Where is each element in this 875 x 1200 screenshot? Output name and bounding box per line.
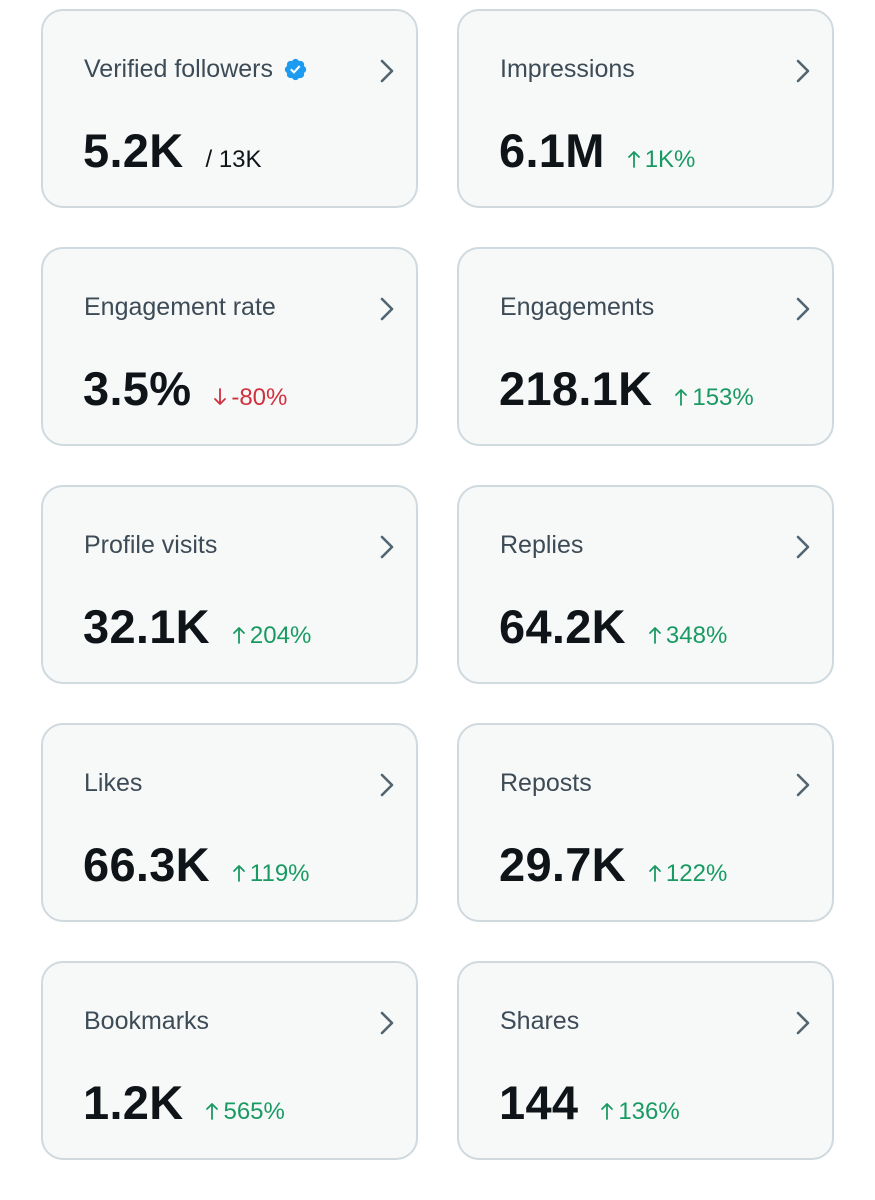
- metric-label: Engagement rate: [84, 293, 276, 321]
- metric-change: 136%: [600, 1098, 680, 1126]
- metric-label-row: Profile visits: [84, 531, 217, 560]
- metric-change: 348%: [648, 622, 727, 650]
- metric-label-row: Engagements: [500, 293, 654, 322]
- chevron-right-icon: [380, 773, 394, 797]
- arrow-up-icon: [649, 627, 661, 644]
- chevron-right-icon: [380, 59, 394, 83]
- metric-change-value: 204%: [249, 622, 312, 649]
- metric-change-value: 1K%: [644, 146, 696, 173]
- chevron-right-icon: [796, 297, 810, 321]
- chevron-right-icon: [796, 773, 810, 797]
- metric-value-row: 5.2K / 13K: [83, 123, 262, 178]
- metric-label-row: Reposts: [500, 769, 592, 798]
- metric-card-bookmarks[interactable]: Bookmarks 1.2K 565%: [41, 961, 418, 1160]
- verified-badge-icon: [284, 58, 307, 81]
- metric-label: Profile visits: [84, 531, 218, 559]
- metric-value: 144: [499, 1076, 579, 1129]
- metrics-grid: Verified followers 5.2K / 13K Impression…: [41, 9, 834, 1160]
- metric-change: 1K%: [627, 146, 696, 174]
- metric-value-row: 1.2K 565%: [83, 1075, 285, 1130]
- chevron-right-icon: [796, 59, 810, 83]
- metric-label-row: Verified followers: [84, 55, 308, 84]
- metric-change: 122%: [648, 860, 727, 888]
- metric-change-value: 136%: [618, 1098, 680, 1125]
- metric-card-impressions[interactable]: Impressions 6.1M 1K%: [457, 9, 834, 208]
- metric-value: 29.7K: [499, 838, 626, 891]
- metric-change-value: 348%: [665, 622, 728, 649]
- metric-value: 64.2K: [499, 600, 626, 653]
- metric-value: 1.2K: [83, 1076, 184, 1129]
- chevron-right-icon: [380, 1011, 394, 1035]
- metric-value-row: 144 136%: [499, 1075, 680, 1130]
- arrow-down-icon: [214, 388, 227, 405]
- metric-label: Impressions: [500, 55, 635, 83]
- chevron-right-icon: [380, 297, 394, 321]
- metric-value-row: 29.7K 122%: [499, 837, 727, 892]
- metric-card-replies[interactable]: Replies 64.2K 348%: [457, 485, 834, 684]
- metric-value: 6.1M: [499, 124, 605, 177]
- metric-label-row: Engagement rate: [84, 293, 276, 322]
- arrow-up-icon: [649, 865, 661, 882]
- metric-label: Likes: [84, 769, 143, 797]
- arrow-up-icon: [206, 1103, 219, 1120]
- metric-value: 32.1K: [83, 600, 210, 653]
- chevron-right-icon: [796, 1011, 810, 1035]
- metric-label: Shares: [500, 1007, 580, 1035]
- chevron-right-icon: [796, 535, 810, 559]
- metric-change: -80%: [213, 384, 287, 412]
- metric-value: 3.5%: [83, 362, 192, 415]
- metric-total: / 13K: [205, 146, 262, 173]
- metric-value: 5.2K: [83, 124, 184, 177]
- metric-card-shares[interactable]: Shares 144 136%: [457, 961, 834, 1160]
- chevron-right-icon: [380, 535, 394, 559]
- metric-card-engagements[interactable]: Engagements 218.1K 153%: [457, 247, 834, 446]
- metric-label: Verified followers: [84, 55, 273, 83]
- metric-change: 119%: [232, 860, 310, 888]
- metric-value-row: 64.2K 348%: [499, 599, 727, 654]
- metric-value-row: 218.1K 153%: [499, 361, 754, 416]
- arrow-up-icon: [675, 389, 688, 406]
- arrow-up-icon: [233, 865, 245, 882]
- metric-label: Engagements: [500, 293, 655, 321]
- metric-change-value: -80%: [231, 384, 288, 411]
- metric-card-engagement-rate[interactable]: Engagement rate 3.5% -80%: [41, 247, 418, 446]
- metric-change-value: 122%: [665, 860, 728, 887]
- metric-value: 66.3K: [83, 838, 210, 891]
- metric-card-profile-visits[interactable]: Profile visits 32.1K 204%: [41, 485, 418, 684]
- metric-value-row: 3.5% -80%: [83, 361, 287, 416]
- metric-label: Reposts: [500, 769, 592, 797]
- metric-change: 204%: [232, 622, 311, 650]
- metric-card-verified-followers[interactable]: Verified followers 5.2K / 13K: [41, 9, 418, 208]
- metric-value-row: 66.3K 119%: [83, 837, 310, 892]
- metric-value-row: 32.1K 204%: [83, 599, 311, 654]
- arrow-up-icon: [627, 151, 640, 168]
- metric-change: 153%: [674, 384, 754, 412]
- metric-label-row: Bookmarks: [84, 1007, 209, 1036]
- metric-change-value: 119%: [249, 860, 310, 887]
- metric-value: 218.1K: [499, 362, 653, 415]
- metric-change-value: 565%: [223, 1098, 285, 1125]
- metric-label-row: Impressions: [500, 55, 635, 84]
- metric-label: Bookmarks: [84, 1007, 210, 1035]
- metric-card-likes[interactable]: Likes 66.3K 119%: [41, 723, 418, 922]
- metric-label-row: Shares: [500, 1007, 579, 1036]
- metric-label-row: Replies: [500, 531, 583, 560]
- metric-change: 565%: [205, 1098, 285, 1126]
- metric-card-reposts[interactable]: Reposts 29.7K 122%: [457, 723, 834, 922]
- metric-label: Replies: [500, 531, 584, 559]
- metric-label-row: Likes: [84, 769, 142, 798]
- arrow-up-icon: [233, 627, 245, 644]
- metric-value-row: 6.1M 1K%: [499, 123, 695, 178]
- metric-change-value: 153%: [692, 384, 754, 411]
- arrow-up-icon: [601, 1103, 614, 1120]
